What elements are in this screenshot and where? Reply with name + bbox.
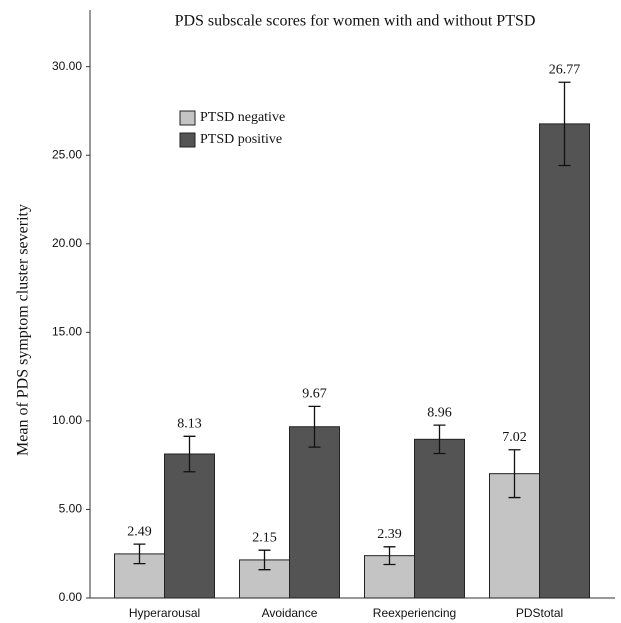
x-tick-label: Avoidance: [262, 606, 318, 620]
y-tick-label: 5.00: [59, 502, 83, 516]
error-bar: [133, 543, 146, 565]
value-label: 9.67: [302, 387, 327, 402]
value-label: 2.49: [127, 524, 152, 539]
x-tick-label: Reexperiencing: [373, 606, 456, 620]
error-bar: [508, 449, 521, 499]
value-label: 7.02: [502, 430, 527, 445]
error-bar: [183, 435, 196, 473]
bar: [414, 438, 465, 599]
x-tick-label: Hyperarousal: [129, 606, 200, 620]
value-label: 8.96: [427, 405, 452, 420]
error-bar: [258, 549, 271, 571]
error-bar: [433, 424, 446, 455]
error-bar: [383, 546, 396, 566]
error-bar: [308, 405, 321, 448]
legend-label: PTSD negative: [200, 110, 285, 125]
bar: [539, 123, 590, 599]
error-bar: [558, 81, 571, 167]
y-tick-label: 15.00: [52, 325, 82, 339]
y-tick-label: 25.00: [52, 147, 82, 161]
legend-swatch: [179, 132, 196, 148]
chart-title: PDS subscale scores for women with and w…: [175, 13, 536, 30]
y-tick-label: 20.00: [52, 236, 82, 250]
bar: [289, 426, 340, 599]
bar: [164, 453, 215, 599]
value-label: 8.13: [177, 417, 202, 432]
y-tick-label: 0.00: [59, 590, 83, 604]
value-label: 2.39: [377, 527, 402, 542]
value-label: 2.15: [252, 530, 277, 545]
y-axis-label: Mean of PDS symptom cluster severity: [15, 204, 32, 456]
value-label: 26.77: [549, 62, 581, 77]
y-tick-label: 10.00: [52, 413, 82, 427]
x-tick-label: PDStotal: [516, 606, 563, 620]
legend-swatch: [179, 110, 196, 126]
y-tick-label: 30.00: [52, 59, 82, 73]
legend-label: PTSD positive: [200, 132, 282, 147]
